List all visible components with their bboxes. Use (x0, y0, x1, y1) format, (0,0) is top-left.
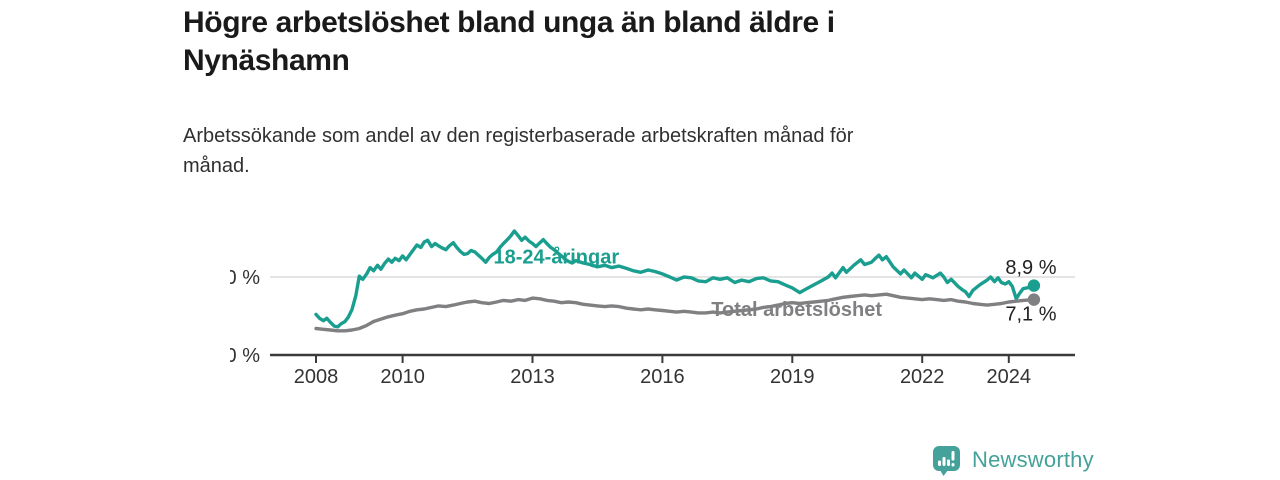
x-axis-label: 2008 (294, 366, 339, 388)
series-end-dot-youth (1027, 279, 1041, 292)
y-axis-label: 0 % (230, 345, 260, 367)
series-label-total: Total arbetslöshet (711, 299, 882, 321)
series-line-total (314, 292, 1036, 333)
page-title-line1: Högre arbetslöshet bland unga än bland ä… (183, 6, 835, 39)
line-chart-svg: 0 % 10 % 2008 2010 2013 2016 2019 2022 2024 18-24… (214, 229, 1075, 388)
chart-subtitle-line1: Arbetssökande som andel av den registerb… (183, 125, 854, 147)
newsworthy-brand-text: Newsworthy (972, 447, 1094, 472)
x-axis-label: 2013 (510, 366, 555, 388)
x-axis-label: 2010 (380, 366, 425, 388)
page-title-line2: Nynäshamn (183, 44, 350, 77)
series-line-youth (314, 229, 1036, 329)
series-end-dot-total (1027, 293, 1041, 306)
x-axis-label: 2016 (640, 366, 685, 388)
chart-subtitle-line2: månad. (183, 155, 250, 177)
end-value-label-total: 7,1 % (1005, 304, 1056, 326)
newsworthy-logo-icon (932, 445, 961, 476)
x-axis-label: 2024 (987, 366, 1032, 388)
newsworthy-brand: Newsworthy (932, 445, 1094, 476)
x-axis-label: 2019 (770, 366, 815, 388)
series-label-youth: 18-24-åringar (494, 246, 620, 269)
y-axis-label: 10 % (230, 267, 260, 289)
page-title: Högre arbetslöshet bland unga än bland ä… (183, 4, 1063, 80)
end-value-label-youth: 8,9 % (1005, 257, 1056, 279)
chart-subtitle: Arbetssökande som andel av den registerb… (183, 121, 1063, 181)
unemployment-line-chart: 0 % 10 % 2008 2010 2013 2016 2019 2022 2024 18-24… (214, 215, 1100, 393)
x-axis-label: 2022 (900, 366, 945, 388)
